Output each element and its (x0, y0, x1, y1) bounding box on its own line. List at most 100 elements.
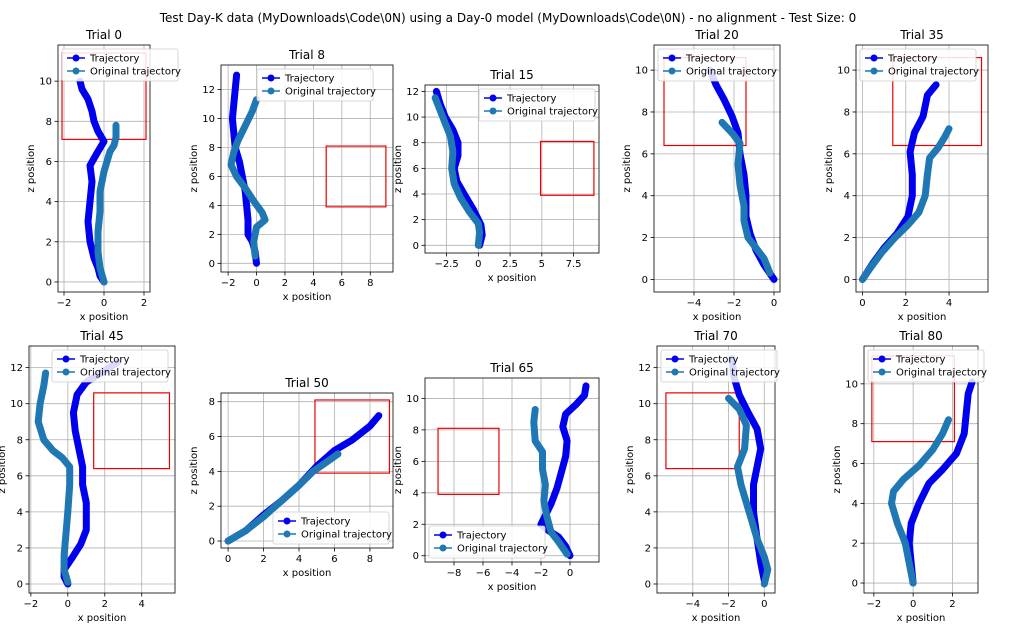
x-tick-label: 0 (761, 599, 767, 610)
legend-label: Original trajectory (80, 368, 171, 379)
subplot-trial-9: −2 0 2 0 2 4 6 8 10 Trial 80 x position z position T… (832, 329, 987, 624)
x-tick-label: 8 (367, 278, 373, 289)
y-tick-label: 6 (209, 172, 215, 183)
x-tick-label: −2 (727, 298, 742, 309)
y-tick-label: 8 (209, 397, 215, 408)
y-tick-label: 8 (844, 107, 850, 118)
y-tick-label: 2 (413, 520, 419, 531)
y-tick-label: 10 (638, 399, 651, 410)
y-tick-label: 8 (642, 107, 648, 118)
legend-frame (478, 88, 596, 122)
x-axis-label: x position (488, 582, 537, 593)
target-box (314, 399, 391, 474)
legend-marker (870, 67, 878, 75)
axes-frame (424, 84, 600, 254)
legend-frame (428, 525, 546, 559)
legend: Trajectory Original trajectory (51, 349, 171, 383)
legend: Trajectory Original trajectory (660, 349, 780, 383)
y-tick-label: 2 (46, 237, 52, 248)
legend-label: Original trajectory (689, 368, 780, 379)
y-tick-label: 4 (413, 190, 419, 201)
y-axis-label: z position (393, 145, 404, 193)
y-tick-label: 10 (202, 114, 215, 125)
legend: Trajectory Original trajectory (61, 48, 181, 82)
legend-marker (878, 355, 886, 363)
original-trajectory-line (859, 125, 953, 283)
legend-frame (859, 48, 977, 82)
subplot-trial-8: −4 −2 0 0 2 4 6 8 10 12 Trial 70 x position z positi… (625, 329, 780, 624)
x-tick-label: −2 (221, 278, 236, 289)
axes-frame (220, 392, 394, 549)
subplot-trial-0: −2 0 2 0 2 4 6 8 10 Trial 0 x position z position Tr… (26, 28, 181, 323)
x-tick-label: 4 (139, 599, 145, 610)
x-axis-label: x position (80, 312, 129, 323)
legend-frame (61, 48, 179, 82)
x-tick-label: 6 (331, 554, 337, 565)
y-tick-label: 4 (209, 467, 215, 478)
axes-frame (863, 345, 979, 594)
legend-marker (439, 531, 447, 539)
y-tick-label: 6 (642, 149, 648, 160)
x-tick-label: −4 (687, 298, 702, 309)
x-tick-label: −2 (534, 568, 549, 579)
legend-frame (51, 349, 169, 383)
trajectory-line (60, 358, 122, 588)
legend-marker (671, 368, 679, 376)
axes-frame (653, 44, 781, 293)
y-tick-label: 4 (642, 191, 648, 202)
x-tick-label: 4 (946, 298, 952, 309)
legend-marker (267, 74, 275, 82)
x-tick-label: −6 (476, 568, 491, 579)
subplot-title: Trial 35 (899, 28, 944, 42)
x-tick-label: 8 (367, 554, 373, 565)
legend: Trajectory Original trajectory (478, 88, 598, 122)
x-tick-label: 2.5 (502, 259, 518, 270)
x-tick-label: −2.5 (434, 259, 458, 270)
subplot-title: Trial 15 (489, 68, 534, 82)
x-tick-label: 5 (539, 259, 545, 270)
x-tick-label: 0 (65, 599, 71, 610)
x-tick-label: 4 (310, 278, 316, 289)
x-axis-label: x position (488, 273, 537, 284)
original-trajectory-line (530, 406, 571, 558)
x-tick-label: −4 (685, 599, 700, 610)
x-tick-label: 7.5 (566, 259, 582, 270)
y-tick-label: 2 (642, 233, 648, 244)
legend: Trajectory Original trajectory (256, 68, 376, 102)
y-tick-label: 0 (209, 259, 215, 270)
legend-frame (272, 511, 390, 545)
y-axis-label: z position (189, 144, 200, 192)
legend-marker (72, 67, 80, 75)
legend: Trajectory Original trajectory (867, 349, 987, 383)
y-tick-label: 8 (209, 143, 215, 154)
target-box (437, 427, 500, 495)
subplot-title: Trial 45 (79, 329, 124, 343)
x-tick-label: 0 (225, 554, 231, 565)
y-tick-label: 0 (209, 537, 215, 548)
legend-label: Original trajectory (896, 368, 987, 379)
legend-label: Original trajectory (90, 67, 181, 78)
legend-label: Trajectory (300, 517, 350, 528)
legend-label: Trajectory (79, 355, 129, 366)
y-tick-label: 6 (645, 471, 651, 482)
y-tick-label: 2 (209, 230, 215, 241)
y-axis-label: z position (625, 445, 636, 493)
x-axis-label: x position (283, 568, 332, 579)
y-tick-label: 10 (406, 394, 419, 405)
subplot-title: Trial 20 (694, 28, 739, 42)
y-tick-label: 6 (17, 471, 23, 482)
y-axis-label: z position (393, 446, 404, 494)
y-tick-label: 4 (46, 197, 52, 208)
y-tick-label: 0 (46, 277, 52, 288)
y-tick-label: 8 (46, 117, 52, 128)
x-axis-label: x position (897, 613, 946, 624)
y-tick-label: 8 (852, 419, 858, 430)
y-axis-label: z position (832, 445, 843, 493)
axes-frame (855, 44, 989, 293)
y-tick-label: 0 (645, 579, 651, 590)
original-trajectory-line (224, 450, 342, 545)
legend: Trajectory Original trajectory (657, 48, 777, 82)
y-tick-label: 2 (413, 215, 419, 226)
